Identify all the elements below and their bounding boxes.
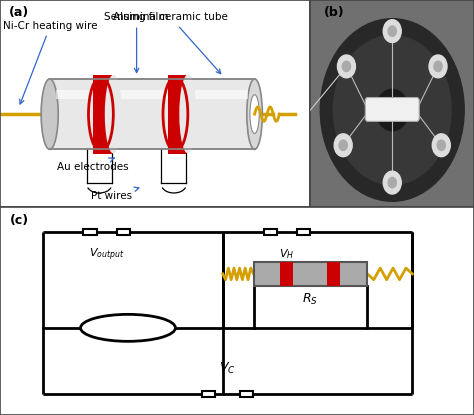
Text: (a): (a): [9, 6, 29, 19]
Ellipse shape: [179, 75, 196, 154]
Circle shape: [437, 140, 446, 150]
Circle shape: [383, 171, 401, 194]
Bar: [264, 229, 277, 235]
Circle shape: [342, 61, 351, 71]
Text: (c): (c): [9, 214, 28, 227]
Text: $R_L$: $R_L$: [120, 320, 136, 335]
Bar: [168, 75, 186, 154]
Circle shape: [376, 89, 409, 131]
Circle shape: [337, 55, 356, 78]
Bar: [93, 75, 112, 154]
Bar: [297, 229, 310, 235]
Bar: [327, 262, 340, 286]
Circle shape: [333, 35, 451, 185]
Circle shape: [432, 134, 450, 156]
Text: Pt wires: Pt wires: [91, 187, 139, 201]
Text: (b): (b): [324, 6, 344, 19]
Circle shape: [429, 55, 447, 78]
Circle shape: [320, 19, 464, 201]
Bar: [56, 90, 248, 99]
Bar: [254, 262, 367, 286]
FancyBboxPatch shape: [365, 98, 419, 121]
Text: $V_{output}$: $V_{output}$: [89, 247, 124, 264]
Circle shape: [388, 177, 396, 188]
Bar: [117, 229, 130, 235]
Bar: [240, 391, 253, 397]
Circle shape: [383, 20, 401, 43]
Ellipse shape: [81, 315, 175, 341]
Circle shape: [388, 26, 396, 36]
Text: $V_C$: $V_C$: [219, 361, 236, 376]
Text: Ni-Cr heating wire: Ni-Cr heating wire: [3, 21, 98, 104]
Text: $R_S$: $R_S$: [302, 292, 319, 307]
Circle shape: [339, 140, 347, 150]
Circle shape: [334, 134, 352, 156]
Text: Au electrodes: Au electrodes: [57, 158, 129, 172]
Ellipse shape: [105, 75, 122, 154]
Text: $V_H$: $V_H$: [279, 247, 294, 261]
Ellipse shape: [247, 79, 262, 149]
Ellipse shape: [41, 79, 58, 149]
Text: Alumina ceramic tube: Alumina ceramic tube: [113, 12, 228, 73]
Ellipse shape: [250, 95, 259, 134]
Bar: [280, 262, 293, 286]
Bar: [202, 391, 215, 397]
Bar: [83, 229, 97, 235]
Circle shape: [434, 61, 442, 71]
Text: Sensing film: Sensing film: [104, 12, 169, 73]
Bar: [50, 79, 255, 149]
